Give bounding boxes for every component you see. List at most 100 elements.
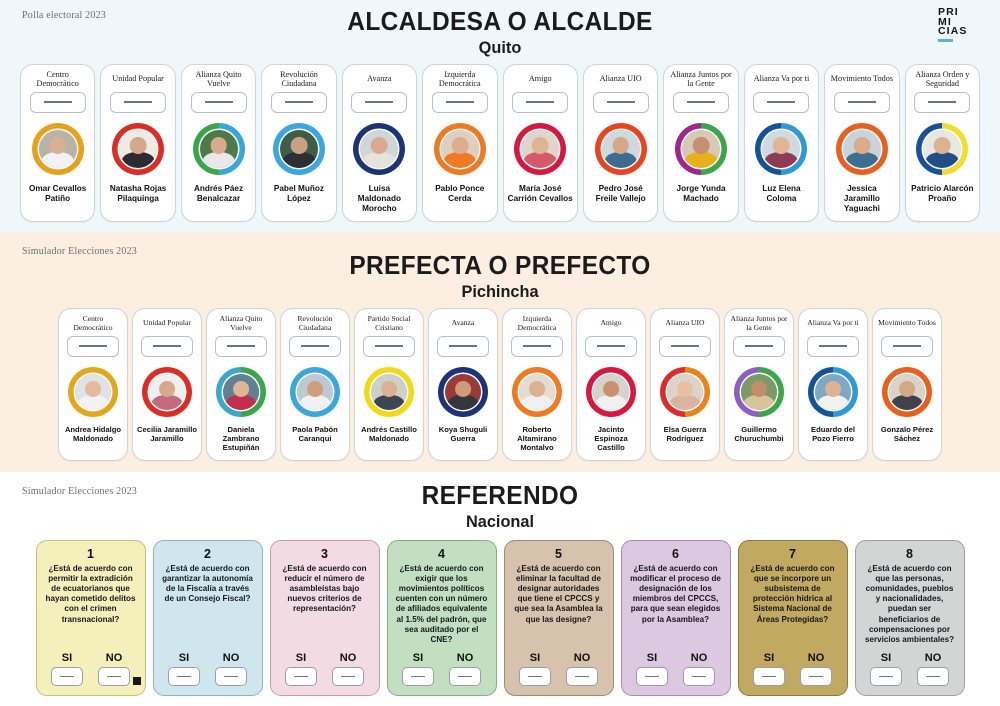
vote-checkbox[interactable] <box>363 335 415 357</box>
candidate-photo <box>755 122 808 175</box>
vote-checkbox[interactable] <box>511 335 563 357</box>
option-yes[interactable]: SI <box>753 652 785 687</box>
vote-checkbox[interactable] <box>29 91 86 113</box>
vote-checkbox[interactable] <box>141 335 193 357</box>
referendum-question-card[interactable]: 2 ¿Está de acuerdo con garantizar la auto… <box>152 539 263 697</box>
candidate-card[interactable]: Unidad Popular Cecilia Jaramillo Jaramill… <box>132 307 202 461</box>
vote-checkbox[interactable] <box>215 335 267 357</box>
candidate-card[interactable]: Partido Social Cristiano Andrés Castillo … <box>354 307 424 461</box>
option-yes-checkbox[interactable] <box>51 667 83 687</box>
vote-checkbox[interactable] <box>833 91 890 113</box>
referendum-question-card[interactable]: 7 ¿Está de acuerdo con que se incorpore u… <box>737 539 848 697</box>
referendum-question-card[interactable]: 3 ¿Está de acuerdo con reducir el número … <box>269 539 380 697</box>
option-yes-checkbox[interactable] <box>870 667 902 687</box>
option-yes-checkbox[interactable] <box>636 667 668 687</box>
vote-checkbox[interactable] <box>673 91 730 113</box>
option-no[interactable]: NO <box>917 652 949 687</box>
candidate-card[interactable]: Izquierda Democrática Pablo Ponce Cerda <box>422 63 498 222</box>
option-no-checkbox[interactable] <box>683 667 715 687</box>
vote-checkbox[interactable] <box>351 91 408 113</box>
option-no[interactable]: NO <box>449 652 481 687</box>
option-yes-checkbox[interactable] <box>753 667 785 687</box>
vote-checkbox[interactable] <box>190 91 247 113</box>
candidate-card[interactable]: Avanza Luisa Maldonado Morocho <box>341 63 418 222</box>
vote-checkbox[interactable] <box>431 91 488 113</box>
option-yes[interactable]: SI <box>402 652 434 687</box>
candidate-card[interactable]: Alianza Juntos por la Gente Guillermo Chu… <box>724 307 794 461</box>
candidate-card[interactable]: Movimiento Todos Jessica Jaramillo Yaguac… <box>824 63 900 222</box>
option-no-checkbox[interactable] <box>449 667 481 687</box>
candidate-card[interactable]: Amigo Jacinto Espinoza Castillo <box>576 307 646 461</box>
option-no[interactable]: NO <box>800 652 832 687</box>
vote-checkbox[interactable] <box>659 335 711 357</box>
option-no-checkbox[interactable] <box>215 667 247 687</box>
option-no[interactable]: NO <box>683 652 715 687</box>
candidate-card[interactable]: Alianza Orden y Seguridad Patricio Alarcó… <box>904 63 981 222</box>
candidate-card[interactable]: Alianza UIO Pedro José Freile Vallejo <box>582 63 659 222</box>
candidate-card[interactable]: Centro Democrático Andrea Hidalgo Maldona… <box>58 307 128 461</box>
party-name: Movimiento Todos <box>830 74 894 84</box>
vote-checkbox[interactable] <box>512 91 569 113</box>
option-no-checkbox[interactable] <box>800 667 832 687</box>
candidate-card[interactable]: Centro Democrático Omar Cevallos Patiño <box>19 63 96 222</box>
option-no-checkbox[interactable] <box>917 667 949 687</box>
candidate-card[interactable]: Alianza Va por ti Luz Elena Coloma <box>743 63 820 222</box>
option-no[interactable]: NO <box>566 652 598 687</box>
option-no-checkbox[interactable] <box>98 667 130 687</box>
option-no-checkbox[interactable] <box>332 667 364 687</box>
vote-checkbox[interactable] <box>585 335 637 357</box>
candidate-card[interactable]: Revolución Ciudadana Pabel Muñoz López <box>261 63 337 222</box>
portrait-body <box>202 152 235 168</box>
candidate-card[interactable]: Avanza Koya Shuguli Guerra <box>428 307 498 461</box>
portrait-head <box>49 137 67 154</box>
option-no-checkbox[interactable] <box>566 667 598 687</box>
candidate-photo <box>290 366 340 417</box>
candidate-card[interactable]: Alianza UIO Elsa Guerra Rodríguez <box>650 307 720 461</box>
vote-checkbox[interactable] <box>437 335 489 357</box>
referendum-question-card[interactable]: 8 ¿Está de acuerdo con que las personas, … <box>854 539 965 697</box>
vote-checkbox[interactable] <box>807 335 859 357</box>
candidate-portrait <box>521 129 560 168</box>
vote-checkbox[interactable] <box>753 91 810 113</box>
option-no[interactable]: NO <box>332 652 364 687</box>
option-yes-checkbox[interactable] <box>285 667 317 687</box>
candidate-card[interactable]: Alianza Quito Vuelve Andrés Páez Benalcaz… <box>180 63 257 222</box>
candidate-card[interactable]: Unidad Popular Natasha Rojas Pilaquinga <box>100 63 176 222</box>
vote-checkbox[interactable] <box>881 335 933 357</box>
referendum-question-card[interactable]: 5 ¿Está de acuerdo con eliminar la facult… <box>503 539 614 697</box>
option-yes[interactable]: SI <box>168 652 200 687</box>
candidate-card[interactable]: Revolución Ciudadana Paola Pabón Caranqui <box>280 307 350 461</box>
referendum-question-card[interactable]: 4 ¿Está de acuerdo con exigir que los mov… <box>386 539 497 697</box>
candidate-card[interactable]: Alianza Quito Vuelve Daniela Zambrano Est… <box>206 307 276 461</box>
option-yes[interactable]: SI <box>51 652 83 687</box>
candidate-card[interactable]: Amigo María José Carrión Cevallos <box>502 63 578 222</box>
option-no[interactable]: NO <box>215 652 247 687</box>
candidate-card[interactable]: Movimiento Todos Gonzalo Pérez Sáchez <box>872 307 942 461</box>
option-yes[interactable]: SI <box>519 652 551 687</box>
option-yes[interactable]: SI <box>285 652 317 687</box>
vote-checkbox[interactable] <box>914 91 971 113</box>
candidate-card[interactable]: Alianza Va por ti Eduardo del Pozo Fierro <box>798 307 868 461</box>
option-no[interactable]: NO <box>98 652 130 687</box>
option-dash <box>341 675 355 678</box>
vote-dash <box>284 101 313 103</box>
portrait-body <box>77 395 109 410</box>
option-yes-checkbox[interactable] <box>519 667 551 687</box>
candidate-photo <box>514 122 567 175</box>
referendum-question-card[interactable]: 1 ¿Está de acuerdo con permitir la extrad… <box>35 539 146 697</box>
referendum-question-card[interactable]: 6 ¿Está de acuerdo con modificar el proce… <box>620 539 731 697</box>
vote-checkbox[interactable] <box>733 335 785 357</box>
vote-checkbox[interactable] <box>67 335 119 357</box>
vote-checkbox[interactable] <box>592 91 649 113</box>
vote-dash <box>745 345 773 347</box>
candidate-card[interactable]: Alianza Juntos por la Gente Jorge Yunda M… <box>663 63 739 222</box>
option-yes[interactable]: SI <box>870 652 902 687</box>
vote-checkbox[interactable] <box>289 335 341 357</box>
vote-checkbox[interactable] <box>270 91 327 113</box>
option-yes[interactable]: SI <box>636 652 668 687</box>
vote-checkbox[interactable] <box>110 91 167 113</box>
candidate-name: Elsa Guerra Rodríguez <box>663 424 707 443</box>
option-yes-checkbox[interactable] <box>168 667 200 687</box>
candidate-card[interactable]: Izquierda Democrática Roberto Altamirano … <box>502 307 572 461</box>
option-yes-checkbox[interactable] <box>402 667 434 687</box>
